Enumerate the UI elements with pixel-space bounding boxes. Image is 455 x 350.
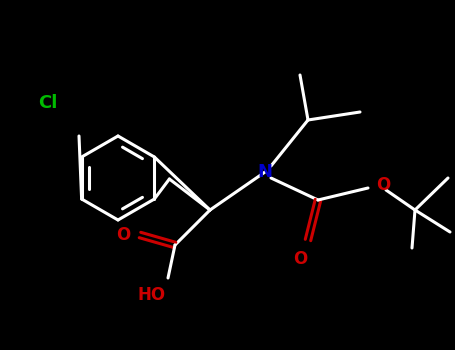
- Text: O: O: [376, 176, 390, 194]
- Text: HO: HO: [138, 286, 166, 304]
- Text: O: O: [293, 250, 307, 268]
- Text: O: O: [116, 226, 130, 244]
- Text: Cl: Cl: [38, 94, 58, 112]
- Text: N: N: [258, 163, 273, 181]
